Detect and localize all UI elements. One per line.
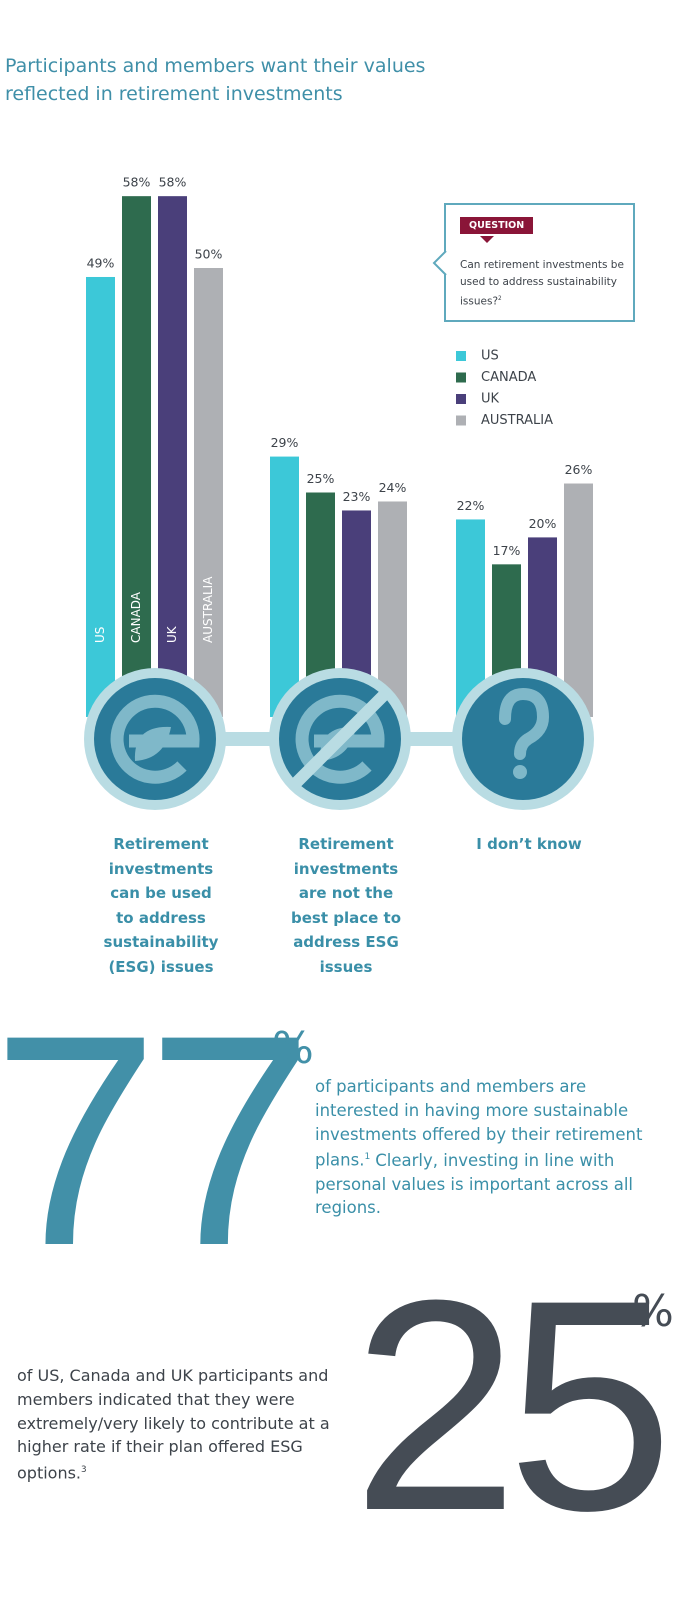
bar-label: UK [165,625,179,643]
icon-e [110,694,200,784]
stat-number: 25 [352,1237,674,1573]
value-label: 20% [529,516,557,531]
category-label: Retirement investments can be used to ad… [103,835,219,976]
icon-slash [291,690,389,788]
chart-title: Participants and members want their valu… [5,55,426,105]
bar [86,276,115,717]
legend-swatch [456,415,466,426]
footnote: 3 [81,1465,87,1476]
bar [564,483,593,717]
legend-label: UK [481,392,500,407]
stat-number: 77 [0,972,314,1308]
legend-label: AUSTRALIA [481,413,553,428]
bar [194,268,223,717]
stat-text: of US, Canada and UK participants and me… [17,1364,347,1485]
value-label: 58% [159,175,187,190]
text: Clearly, investing in line with personal… [315,1150,634,1218]
value-label: 24% [379,480,407,495]
icon-leaf [134,726,171,761]
icon-question [499,687,550,760]
value-label: 17% [493,543,521,558]
bar-label: US [93,627,107,643]
stat-unit: % [272,1023,314,1074]
footnote: 2 [498,296,502,302]
question: Can retirement investments be used to ad… [460,259,624,308]
value-label: 22% [457,498,485,513]
stat-unit: % [632,1286,674,1337]
bar [378,501,407,717]
legend-label: US [481,349,499,364]
bar-label: AUSTRALIA [201,576,215,643]
category-label: I don’t know [476,835,582,853]
question-text: Can retirement investments be used to ad… [460,257,628,311]
value-label: 25% [307,471,335,486]
value-label: 23% [343,489,371,504]
legend-swatch [456,372,466,383]
value-label: 29% [271,435,299,450]
value-label: 49% [87,255,115,270]
value-label: 58% [123,175,151,190]
box-pointer [432,251,447,275]
legend-swatch [456,351,466,361]
bar [122,196,151,717]
value-label: 26% [565,462,593,477]
bar [270,456,299,717]
question-tag: QUESTION [460,217,534,234]
legend-label: CANADA [481,370,536,385]
text: of US, Canada and UK participants and me… [17,1366,330,1483]
footnote: 1 [364,1152,371,1163]
icon-question-dot [513,765,527,779]
text: of participants and members are interest… [315,1077,643,1170]
tag-pointer [480,236,494,243]
stat-text: of participants and members are interest… [315,1075,655,1220]
question-box: QUESTION Can retirement investments be u… [432,203,635,322]
bar [158,196,187,717]
category-label: Retirement investments are not the best … [291,835,401,976]
chart: 49% US 29% 22% 58% CANADA 25% 17% 58% UK 23% 20% 50%… [84,175,594,810]
value-label: 50% [195,247,223,262]
legend-swatch [456,394,466,404]
bar-label: CANADA [129,591,143,643]
